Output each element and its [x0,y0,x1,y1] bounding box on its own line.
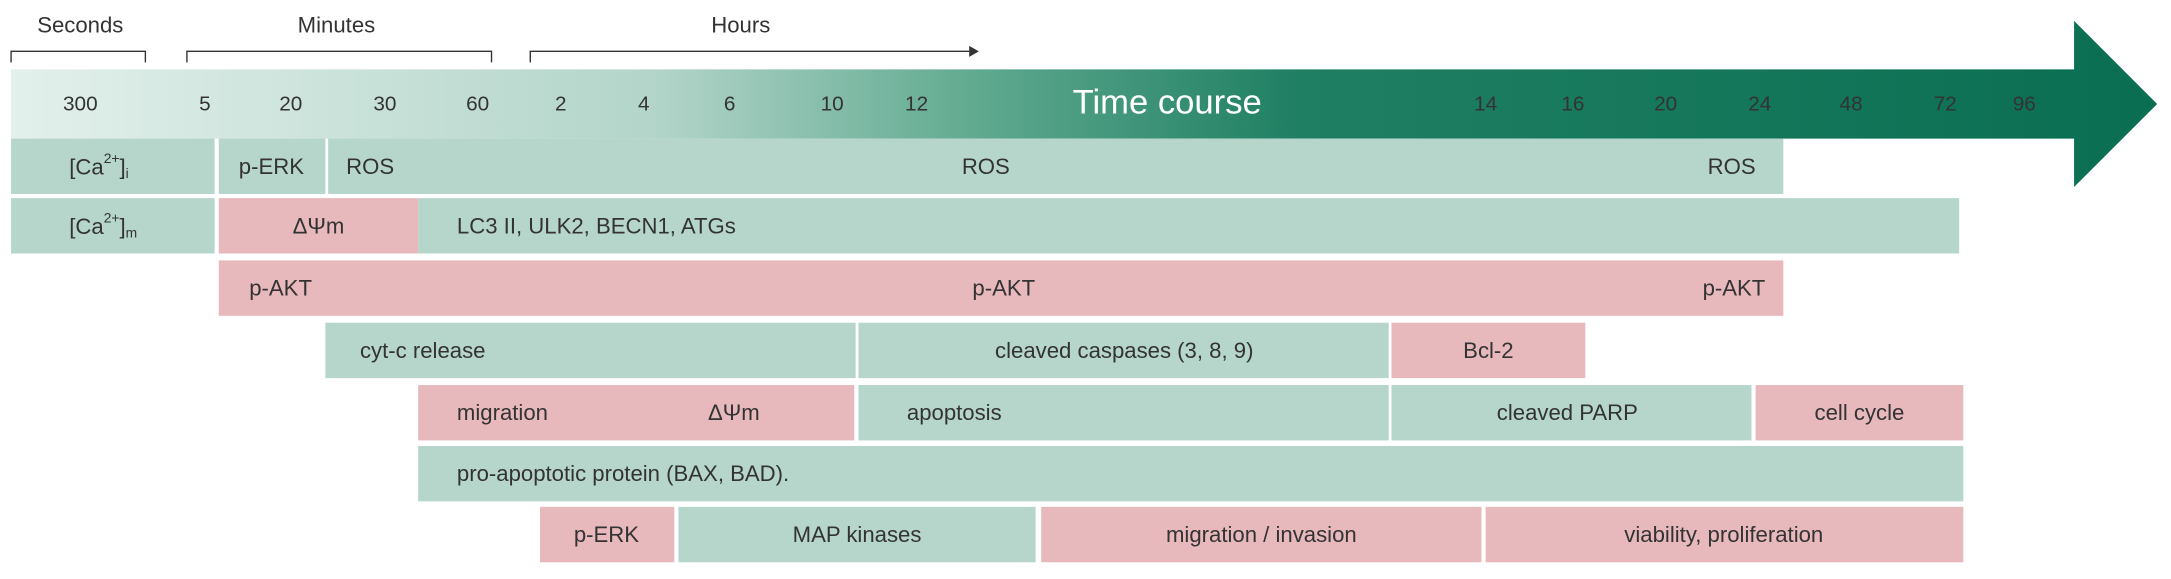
label-sup: 2+ [104,150,120,166]
event-label: [Ca2+]i [69,150,128,181]
timescale-label: Minutes [298,13,376,38]
event-box [1391,385,1752,441]
label-main: [Ca [69,154,104,179]
label-end: ] [119,213,125,238]
seconds-bracket [10,50,147,63]
event-label: cyt-c release [360,338,486,363]
time-tick: 5 [199,92,211,115]
time-tick: 24 [1748,92,1771,115]
event-label: ROS [1708,154,1756,179]
time-tick: 4 [638,92,650,115]
event-label: migration / invasion [1166,522,1357,547]
event-label: MAP kinases [793,522,922,547]
event-label: cleaved PARP [1497,400,1638,425]
time-tick: 60 [466,92,489,115]
label-sup: 2+ [104,210,120,226]
time-tick: 14 [1474,92,1497,115]
event-box [858,322,1389,379]
event-label: ΔΨm [708,400,760,425]
label-end: ] [119,154,125,179]
time-tick: 20 [1654,92,1677,115]
hours-arrowhead [969,45,979,57]
event-box [218,260,1784,316]
event-label: viability, proliferation [1624,522,1823,547]
event-box [418,445,1964,502]
event-box [328,138,1784,194]
event-box [858,385,1389,441]
event-label: Bcl-2 [1463,338,1513,363]
event-box [218,138,326,194]
time-tick: 6 [724,92,736,115]
timescale-label: Hours [711,13,770,38]
hours-bracket [529,50,970,63]
event-box [539,506,675,563]
label-main: [Ca [69,213,104,238]
time-tick: 72 [1934,92,1957,115]
label-sub: i [126,165,129,181]
time-tick: 300 [63,92,98,115]
event-box [678,506,1036,563]
event-box [1755,385,1964,441]
time-tick: 20 [279,92,302,115]
event-label: apoptosis [907,400,1002,425]
event-box [418,385,855,441]
event-label: p-AKT [249,276,312,301]
event-label: [Ca2+]m [69,210,137,241]
event-label: p-AKT [972,276,1035,301]
event-label: ROS [346,154,394,179]
minutes-bracket [186,50,493,63]
event-box [11,198,215,254]
event-label: ΔΨm [293,213,345,238]
time-tick: 12 [905,92,928,115]
timescale-label: Seconds [37,13,123,38]
event-label: cleaved caspases (3, 8, 9) [995,338,1253,363]
event-box [1041,506,1482,563]
time-tick: 10 [821,92,844,115]
event-box [218,198,419,254]
time-tick: 96 [2013,92,2036,115]
label-sub: m [126,225,138,241]
event-label: p-AKT [1703,276,1766,301]
event-box [1391,322,1586,379]
event-box [418,198,1960,254]
event-box [1485,506,1964,563]
event-label: LC3 II, ULK2, BECN1, ATGs [457,213,736,238]
event-label: migration [457,400,548,425]
event-label: cell cycle [1815,400,1905,425]
time-tick: 48 [1840,92,1863,115]
event-label: p-ERK [574,522,639,547]
event-box [11,138,215,194]
arrow-label: Time course [1073,84,1262,122]
event-box [325,322,856,379]
time-arrow [11,20,2158,188]
event-label: ROS [962,154,1010,179]
event-label: pro-apoptotic protein (BAX, BAD). [457,461,789,486]
time-tick: 2 [555,92,567,115]
time-tick: 30 [373,92,396,115]
event-label: p-ERK [239,154,304,179]
time-tick: 16 [1561,92,1584,115]
